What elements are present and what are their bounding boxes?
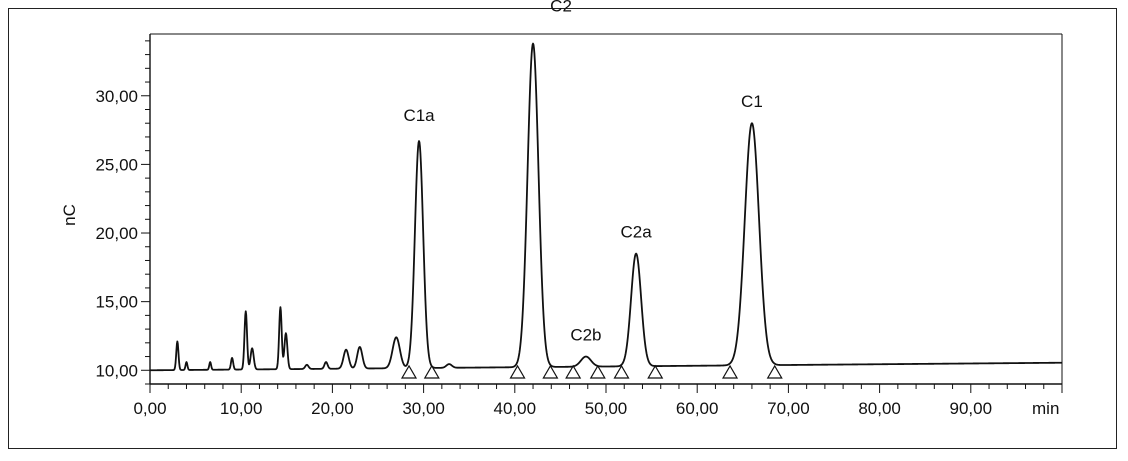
x-tick-label: 90,00 [950, 399, 993, 418]
x-ticks: 0,00 10,00 20,00 30,00 40,00 50,00 60,00 70,00 8… [133, 384, 1063, 418]
peak-label: C2b [570, 326, 601, 345]
chart-frame [8, 8, 1117, 449]
integration-markers [400, 364, 783, 379]
peak-label: C2a [621, 223, 653, 242]
peak-labels: C1a C2 C2b C2a C1 [403, 0, 762, 345]
integration-marker [721, 364, 739, 379]
x-tick-label: 50,00 [585, 399, 628, 418]
integration-marker [766, 364, 783, 379]
x-tick-label: 30,00 [402, 399, 445, 418]
x-tick-label: 40,00 [494, 399, 537, 418]
peak-label: C1a [403, 106, 435, 125]
y-ticks: 10,00 15,00 20,00 25,00 30,00 [95, 40, 150, 385]
y-tick-label: 25,00 [95, 155, 138, 174]
integration-marker [400, 364, 418, 379]
peak-label: C1 [741, 92, 763, 111]
x-tick-label: 80,00 [858, 399, 901, 418]
integration-marker [423, 364, 440, 379]
y-tick-label: 15,00 [95, 293, 138, 312]
integration-marker [613, 364, 630, 379]
integration-marker [542, 364, 559, 379]
y-axis-title: nC [60, 204, 79, 226]
integration-marker [565, 364, 582, 379]
x-axis-unit: min [1032, 399, 1059, 418]
x-tick-label: 20,00 [311, 399, 354, 418]
integration-marker [647, 364, 664, 379]
x-tick-label: 70,00 [767, 399, 810, 418]
peak-label: C2 [550, 0, 572, 16]
x-tick-label: 0,00 [133, 399, 166, 418]
integration-marker [509, 364, 526, 379]
integration-marker [589, 364, 606, 379]
x-tick-label: 60,00 [676, 399, 719, 418]
y-tick-label: 30,00 [95, 87, 138, 106]
chromatogram-trace [149, 42, 1063, 372]
y-tick-label: 20,00 [95, 224, 138, 243]
y-tick-label: 10,00 [95, 361, 138, 380]
x-tick-label: 10,00 [220, 399, 263, 418]
